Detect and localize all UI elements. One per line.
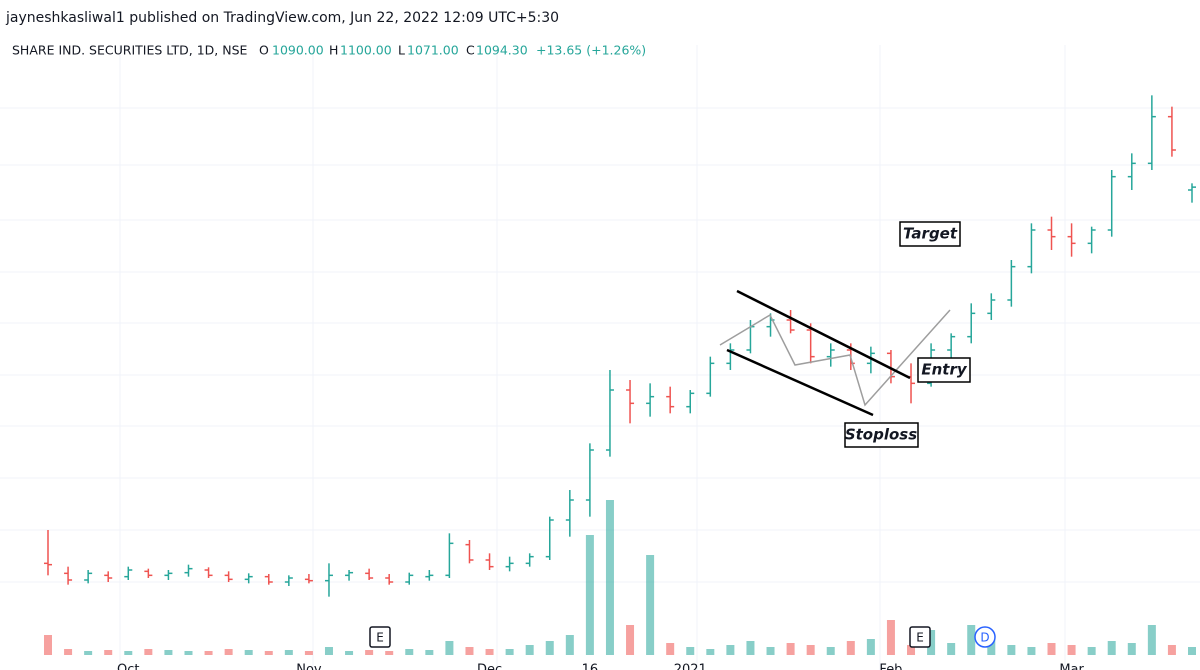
- volume-bar: [445, 641, 454, 655]
- volume-bar: [565, 635, 574, 655]
- volume-bar: [846, 641, 855, 655]
- volume-bar: [786, 643, 795, 655]
- open-value: 1090.00: [272, 43, 324, 58]
- volume-bar: [746, 641, 755, 655]
- volume-bar: [1107, 641, 1116, 655]
- events: E E D: [369, 626, 996, 648]
- volume-bar: [465, 647, 474, 655]
- volume-bar: [686, 647, 695, 655]
- volume-bar: [947, 643, 956, 655]
- volume-bar: [1067, 645, 1076, 655]
- legend: SHARE IND. SECURITIES LTD, 1D, NSE O 109…: [12, 43, 646, 58]
- target-box: [899, 221, 961, 247]
- volume-bar: [646, 555, 655, 655]
- x-tick-label: Oct: [117, 663, 139, 670]
- volume-bar: [425, 650, 434, 655]
- plot: [44, 95, 1196, 655]
- volume-bar: [204, 651, 213, 655]
- x-tick-label: Feb: [879, 663, 902, 670]
- stoploss-label: Stoploss: [845, 426, 917, 444]
- volume-bar: [666, 643, 675, 655]
- volume-bar: [1027, 647, 1036, 655]
- volume-bar: [585, 535, 594, 655]
- volume-bar: [545, 641, 554, 655]
- target-label: Target: [903, 225, 958, 243]
- channel-upper: [736, 289, 911, 380]
- dividend-marker[interactable]: [974, 626, 996, 648]
- volume-bar: [385, 651, 394, 655]
- change: +13.65 (+1.26%): [536, 43, 646, 58]
- close-value: 1094.30: [476, 43, 528, 58]
- volume-bar: [485, 649, 494, 655]
- volume-bar: [605, 500, 614, 655]
- volume-bar: [1167, 645, 1176, 655]
- x-tick-label: 2021: [674, 663, 707, 670]
- volume-bar: [505, 649, 514, 655]
- volume-bar: [144, 649, 153, 655]
- volume-bar: [626, 625, 635, 655]
- volume-bar: [44, 635, 52, 655]
- high-label: H: [329, 43, 338, 58]
- earnings-marker[interactable]: [909, 626, 931, 648]
- volume-bar: [1147, 625, 1156, 655]
- volume-bar: [826, 647, 835, 655]
- volume-bar: [64, 649, 73, 655]
- volume-bar: [124, 651, 133, 655]
- volume-bar: [1007, 645, 1016, 655]
- low-label: L: [398, 43, 405, 58]
- high-value: 1100.00: [340, 43, 392, 58]
- volume-bar: [284, 650, 293, 655]
- earnings-label: E: [916, 631, 924, 645]
- symbol: SHARE IND. SECURITIES LTD, 1D, NSE: [12, 43, 248, 58]
- volume-bar: [907, 645, 916, 655]
- volume-bar: [264, 651, 273, 655]
- wave-line: [719, 309, 951, 407]
- volume-bar: [726, 645, 735, 655]
- volume-bar: [1047, 643, 1056, 655]
- volume-bar: [525, 645, 534, 655]
- volume-bar: [927, 630, 936, 655]
- volume-bar: [1127, 643, 1136, 655]
- volume-bar: [324, 647, 333, 655]
- volume-bar: [345, 651, 354, 655]
- x-tick-label: 16: [582, 663, 599, 670]
- volume-bar: [365, 650, 374, 655]
- open-label: O: [259, 43, 269, 58]
- volume-bar: [164, 650, 173, 655]
- volume-bar: [706, 649, 715, 655]
- volume-bar: [244, 650, 253, 655]
- volume-bar: [184, 651, 193, 655]
- dividend-label: D: [980, 631, 989, 645]
- drawings: Target Entry Stoploss: [719, 221, 971, 448]
- close-label: C: [466, 43, 475, 58]
- volume-bar: [967, 625, 976, 655]
- volume-bar: [104, 650, 113, 655]
- volume-bar: [806, 645, 815, 655]
- stoploss-box: [844, 422, 919, 448]
- volume-bar: [84, 651, 93, 655]
- volume-bar: [1087, 647, 1096, 655]
- low-value: 1071.00: [407, 43, 459, 58]
- earnings-label: E: [376, 631, 384, 645]
- volume-bar: [866, 639, 875, 655]
- channel-lower: [726, 348, 874, 417]
- x-tick-label: Mar: [1059, 663, 1084, 670]
- grid: [0, 45, 1200, 670]
- entry-label: Entry: [921, 361, 967, 379]
- volume-bar: [766, 647, 775, 655]
- volume-bar: [1188, 647, 1196, 655]
- volume-bar: [304, 651, 313, 655]
- volume-bar: [224, 649, 233, 655]
- earnings-marker[interactable]: [369, 626, 391, 648]
- volume-bar: [886, 620, 895, 655]
- x-tick-label: Nov: [296, 663, 322, 670]
- volume-bar: [405, 649, 414, 655]
- x-tick-label: Dec: [477, 663, 502, 670]
- publisher-header: jayneshkasliwal1 published on TradingVie…: [5, 10, 559, 26]
- entry-box: [917, 357, 971, 383]
